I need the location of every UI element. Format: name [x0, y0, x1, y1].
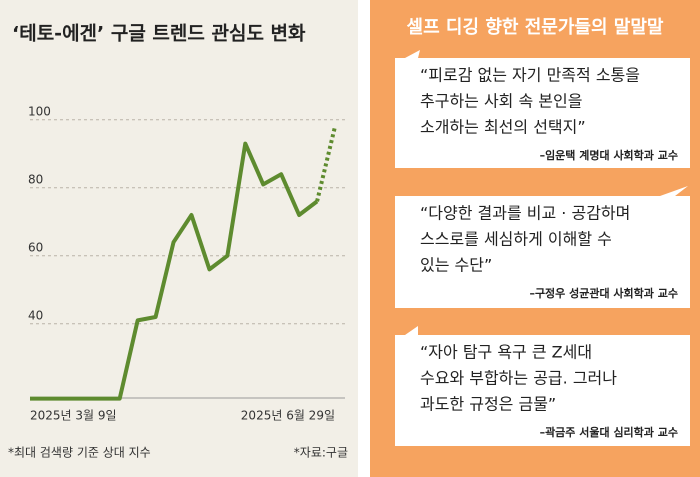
trend-line-projection	[315, 126, 337, 202]
y-tick-label: 80	[28, 172, 43, 186]
quote-source: –임운택 계명대 사회학과 교수	[540, 148, 678, 162]
x-tick-label: 2025년 3월 9일	[30, 409, 117, 423]
quote-line: 추구하는 사회 속 본인을	[420, 92, 582, 111]
speech-bubble	[395, 326, 690, 446]
source: *자료:구글	[294, 446, 348, 460]
x-tick-label: 2025년 6월 29일	[241, 409, 335, 423]
quote-source: –구정우 성균관대 사회학과 교수	[529, 286, 678, 300]
y-tick-label: 60	[28, 240, 43, 254]
chart-panel	[0, 0, 358, 477]
quote-line: “피로감 없는 자기 만족적 소통을	[420, 66, 640, 85]
quote-line: “자아 탐구 욕구 큰 Z세대	[420, 343, 592, 362]
y-tick-label: 40	[28, 308, 43, 322]
quote-line: 스스로를 세심하게 이해할 수	[420, 230, 612, 249]
speech-bubble	[395, 186, 690, 308]
panel-title: 셀프 디깅 향한 전문가들의 말말말	[407, 17, 664, 38]
note: *최대 검색량 기준 상대 지수	[8, 446, 151, 460]
quote-line: “다양한 결과를 비교 · 공감하며	[420, 204, 630, 223]
quote-source: –곽금주 서울대 심리학과 교수	[540, 425, 678, 439]
quote-line: 소개하는 최선의 선택지”	[420, 118, 586, 137]
quote-line: 있는 수단”	[420, 256, 492, 275]
quote-line: 과도한 규정은 금물”	[420, 395, 556, 414]
quote-line: 수요와 부합하는 공급. 그러나	[420, 369, 617, 388]
speech-bubble	[395, 50, 690, 168]
trend-line	[30, 141, 319, 401]
y-tick-label: 100	[28, 104, 51, 118]
chart-title: ‘테토-에겐’ 구글 트렌드 관심도 변화	[12, 23, 306, 45]
